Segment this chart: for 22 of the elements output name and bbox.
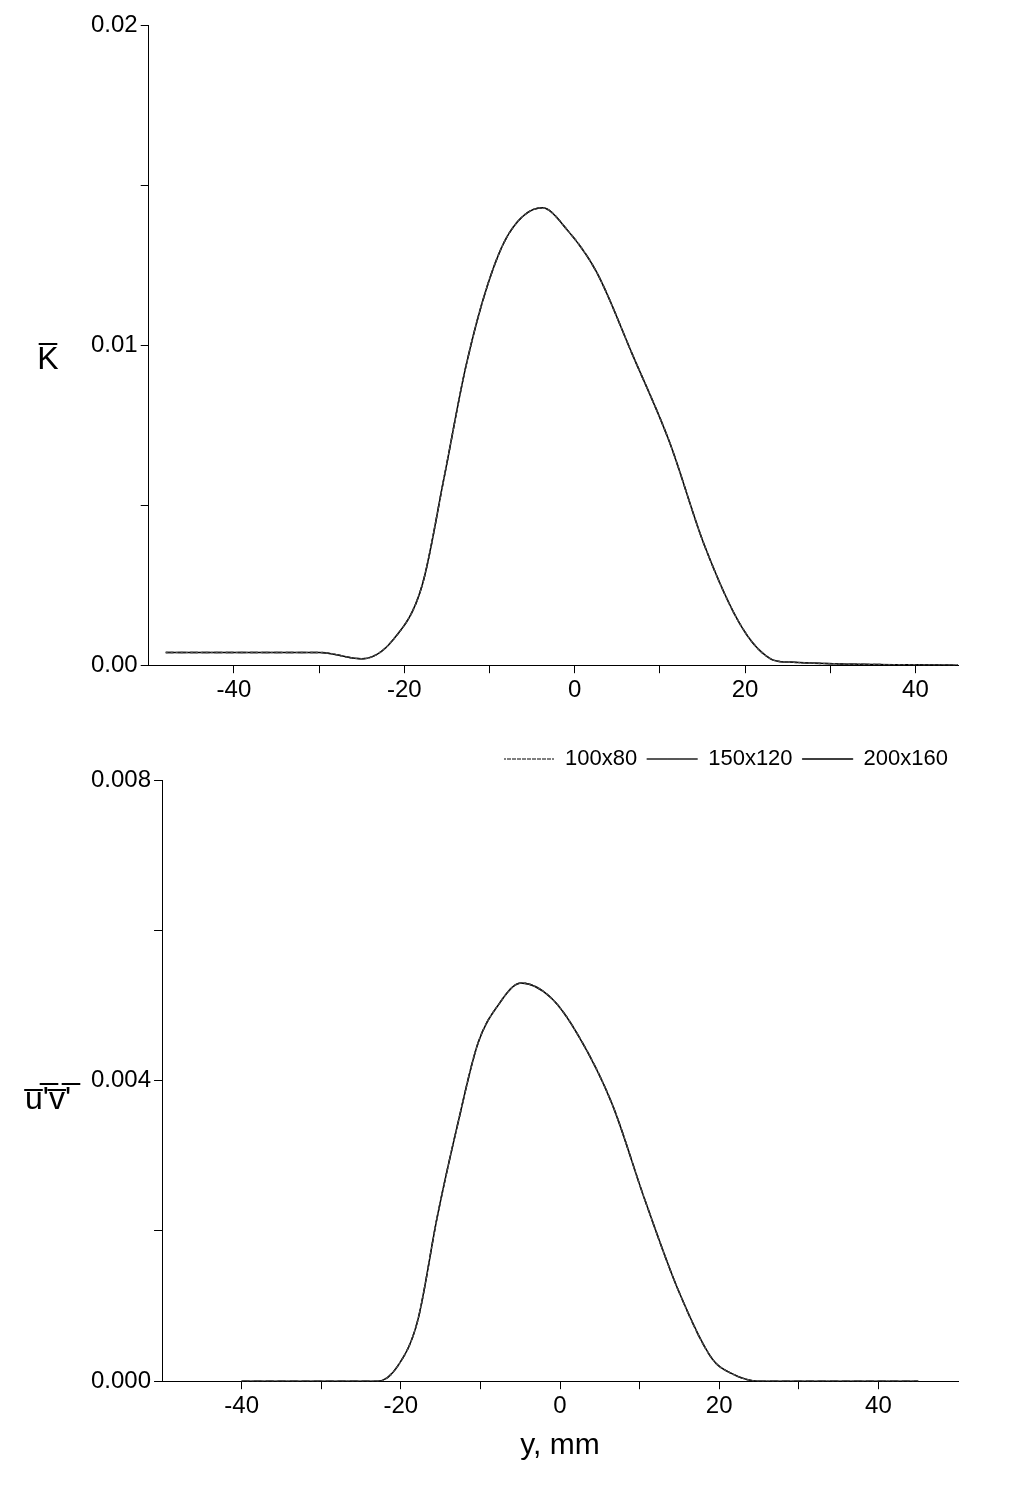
x-tick-label: 0: [553, 1391, 567, 1419]
y-tick-label: 0.000: [91, 1365, 152, 1393]
x-tick-label: -20: [386, 675, 422, 703]
x-axis-title: y, mm: [520, 1427, 600, 1461]
legend-label: 100x80: [565, 745, 638, 771]
x-tick-label: 20: [705, 1391, 733, 1419]
legend-label: 200x160: [863, 745, 949, 771]
y-axis-title: K̅: [36, 339, 60, 377]
y-axis-title: u̅'̅v̅'̅: [23, 1079, 82, 1117]
x-tick-label: 40: [902, 675, 929, 703]
x-tick-label: 0: [567, 675, 582, 703]
y-tick-label: 0.004: [91, 1065, 152, 1093]
legend-label: 150x120: [708, 745, 793, 771]
y-tick-label: 0.02: [90, 10, 138, 38]
y-tick-label: 0.01: [90, 329, 138, 357]
x-tick-label: -20: [383, 1391, 419, 1419]
x-tick-label: -40: [216, 675, 252, 703]
x-tick-label: 20: [731, 675, 759, 703]
y-tick-label: 0.00: [90, 649, 138, 677]
x-tick-label: 40: [865, 1391, 892, 1419]
x-tick-label: -40: [224, 1391, 259, 1419]
y-tick-label: 0.008: [91, 764, 152, 792]
